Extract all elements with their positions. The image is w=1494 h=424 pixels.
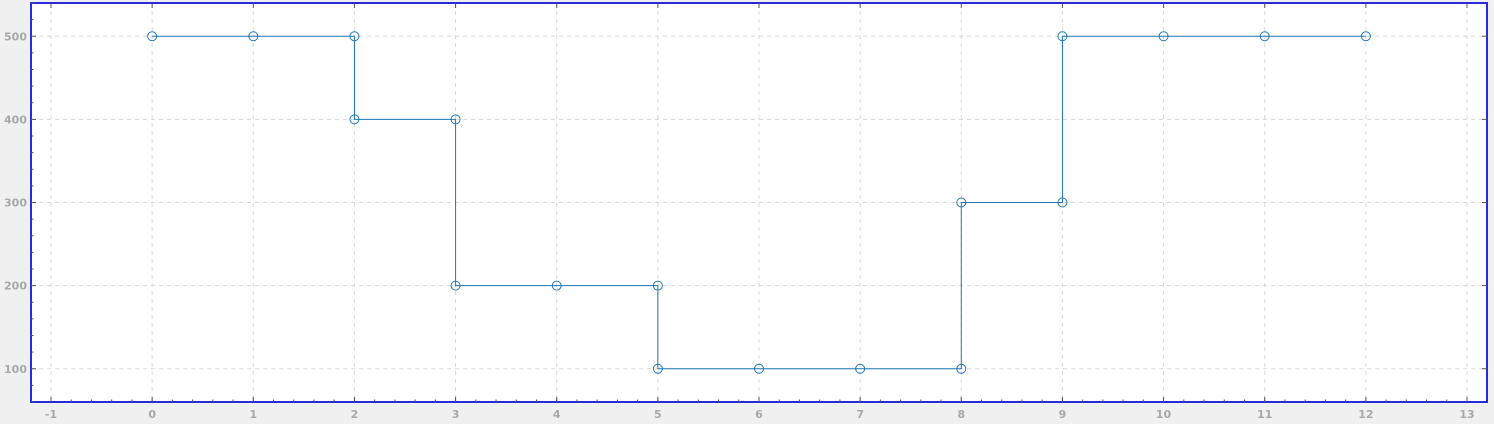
x-tick-label: 2 bbox=[351, 408, 359, 421]
series-layer bbox=[147, 31, 1371, 374]
x-tick-label: 8 bbox=[957, 408, 965, 421]
data-point bbox=[248, 31, 259, 42]
data-point bbox=[450, 114, 461, 125]
x-tick-label: 9 bbox=[1059, 408, 1067, 421]
data-point bbox=[1259, 31, 1270, 42]
y-tick-label: 400 bbox=[4, 113, 27, 126]
x-tick-label: 10 bbox=[1156, 408, 1172, 421]
data-point bbox=[652, 363, 663, 374]
data-point bbox=[652, 280, 663, 291]
data-point bbox=[855, 363, 866, 374]
x-tick-label: 11 bbox=[1257, 408, 1272, 421]
data-point bbox=[349, 114, 360, 125]
x-tick-label: 3 bbox=[452, 408, 460, 421]
data-point bbox=[754, 363, 764, 374]
x-tick-label: 1 bbox=[249, 408, 257, 421]
y-tick-label: 100 bbox=[4, 363, 27, 376]
x-tick-label: -1 bbox=[45, 408, 57, 421]
data-point bbox=[1360, 31, 1371, 42]
series-line bbox=[152, 35, 1366, 370]
data-point bbox=[956, 363, 967, 374]
y-tick-label: 500 bbox=[4, 30, 27, 43]
x-tick-label: 6 bbox=[755, 408, 763, 421]
y-tick-label: 300 bbox=[4, 197, 27, 210]
data-point bbox=[956, 197, 967, 208]
data-point bbox=[551, 280, 562, 291]
x-tick-label: 5 bbox=[654, 408, 662, 421]
data-point bbox=[450, 280, 461, 291]
x-tick-label: 13 bbox=[1459, 408, 1474, 421]
x-tick-label: 4 bbox=[553, 408, 561, 421]
data-point bbox=[147, 31, 158, 42]
data-point bbox=[349, 31, 360, 42]
data-point bbox=[1057, 31, 1068, 42]
x-tick-label: 7 bbox=[856, 408, 864, 421]
x-tick-label: 12 bbox=[1358, 408, 1373, 421]
x-tick-label: 0 bbox=[148, 408, 156, 421]
y-tick-label: 200 bbox=[4, 280, 27, 293]
data-point bbox=[1057, 197, 1068, 208]
data-point bbox=[1158, 31, 1169, 42]
